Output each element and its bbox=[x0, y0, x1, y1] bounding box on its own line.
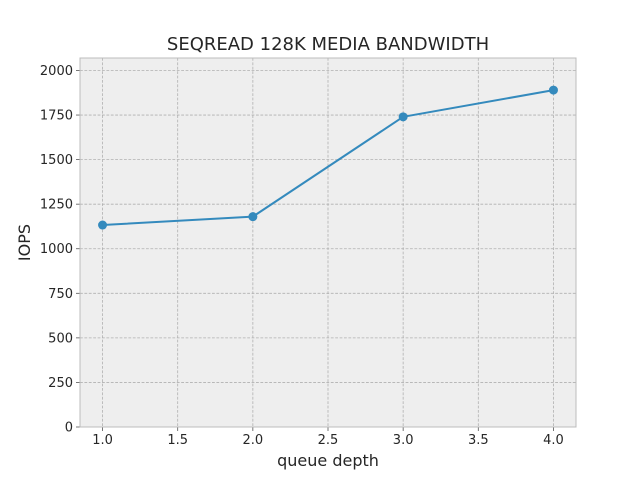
y-tick-label: 500 bbox=[48, 331, 73, 346]
y-tick-label: 1750 bbox=[40, 109, 73, 124]
x-tick-label: 2.0 bbox=[243, 433, 264, 448]
y-tick-label: 1500 bbox=[40, 153, 73, 168]
y-axis-label: IOPS bbox=[15, 224, 34, 261]
x-tick-label: 1.5 bbox=[167, 433, 188, 448]
data-point bbox=[98, 220, 108, 230]
x-tick-label: 4.0 bbox=[543, 433, 564, 448]
axis-ticks: 1.0 1.5 2.0 2.5 3.0 3.5 4.0 0 250 500 750 1000 1250 1… bbox=[40, 64, 564, 448]
series-layer bbox=[98, 85, 558, 230]
x-tick-label: 1.0 bbox=[92, 433, 113, 448]
data-point bbox=[398, 112, 408, 122]
plot-area bbox=[80, 58, 576, 427]
y-tick-label: 1250 bbox=[40, 198, 73, 213]
series-line bbox=[102, 89, 554, 227]
y-tick-label: 750 bbox=[48, 287, 73, 302]
y-tick-label: 250 bbox=[48, 376, 73, 391]
data-point bbox=[248, 212, 258, 222]
x-tick-label: 3.0 bbox=[393, 433, 414, 448]
chart-title: SEQREAD 128K MEDIA BANDWIDTH bbox=[167, 34, 489, 55]
x-tick-label: 2.5 bbox=[318, 433, 339, 448]
data-point bbox=[548, 85, 558, 95]
y-tick-label: 0 bbox=[65, 421, 73, 436]
y-tick-label: 1000 bbox=[40, 242, 73, 257]
x-tick-label: 3.5 bbox=[468, 433, 489, 448]
x-axis-label: queue depth bbox=[277, 451, 379, 470]
y-tick-label: 2000 bbox=[40, 64, 73, 79]
plot-frame bbox=[79, 57, 577, 428]
